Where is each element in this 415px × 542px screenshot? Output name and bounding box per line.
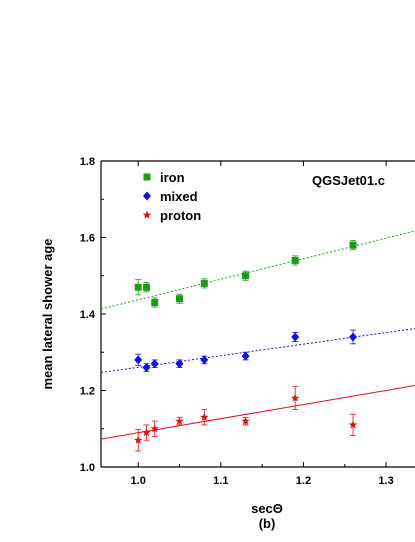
mixed-point <box>150 359 159 369</box>
legend-mixed-marker <box>143 191 151 201</box>
y-tick-label: 1.0 <box>80 462 95 474</box>
mixed-point <box>134 355 143 365</box>
plot-frame <box>100 160 415 468</box>
mixed-point <box>241 351 250 361</box>
proton-point <box>175 416 184 425</box>
data-points <box>133 240 358 452</box>
x-tick-label: 1.3 <box>378 475 393 487</box>
iron-fit-line <box>100 230 415 310</box>
proton-point <box>200 412 209 421</box>
x-axis-title: secΘ <box>251 501 283 516</box>
annotation-label: QGSJet01.c <box>312 173 385 188</box>
proton-point <box>142 428 151 437</box>
legend: iron mixed proton <box>142 170 201 223</box>
iron-point <box>291 256 299 264</box>
iron-point <box>242 272 250 280</box>
mixed-point <box>142 363 151 373</box>
iron-point <box>142 283 150 291</box>
legend-iron-label: iron <box>160 170 185 185</box>
mixed-point <box>349 332 358 342</box>
iron-point <box>151 299 159 307</box>
mixed-point <box>175 359 184 369</box>
y-tick-label: 1.6 <box>80 233 95 245</box>
axis-ticks: 1.0 1.2 1.4 1.6 1.8 1.0 1.1 1.2 1.3 <box>80 156 394 487</box>
iron-point <box>134 283 142 291</box>
y-tick-label: 1.4 <box>80 309 96 321</box>
legend-proton-marker <box>142 210 152 219</box>
proton-fit-line <box>100 385 415 440</box>
mixed-point <box>291 332 300 342</box>
legend-proton-label: proton <box>160 208 201 223</box>
proton-point <box>348 420 358 429</box>
iron-point <box>349 241 357 249</box>
mixed-point <box>200 355 209 365</box>
fit-lines <box>100 230 415 440</box>
proton-point <box>241 416 250 425</box>
legend-iron-marker <box>143 173 151 181</box>
y-tick-label: 1.8 <box>80 156 95 168</box>
proton-point <box>133 435 143 444</box>
iron-point <box>176 295 183 303</box>
figure-sublabel: (b) <box>259 516 276 531</box>
iron-point <box>200 279 208 287</box>
proton-point <box>150 424 159 433</box>
legend-mixed-label: mixed <box>160 189 198 204</box>
x-tick-label: 1.2 <box>296 475 311 487</box>
proton-point <box>290 393 300 402</box>
y-axis-title: mean lateral shower age <box>40 238 55 389</box>
y-tick-label: 1.2 <box>80 386 95 398</box>
x-tick-label: 1.1 <box>213 475 228 487</box>
x-tick-label: 1.0 <box>131 475 146 487</box>
